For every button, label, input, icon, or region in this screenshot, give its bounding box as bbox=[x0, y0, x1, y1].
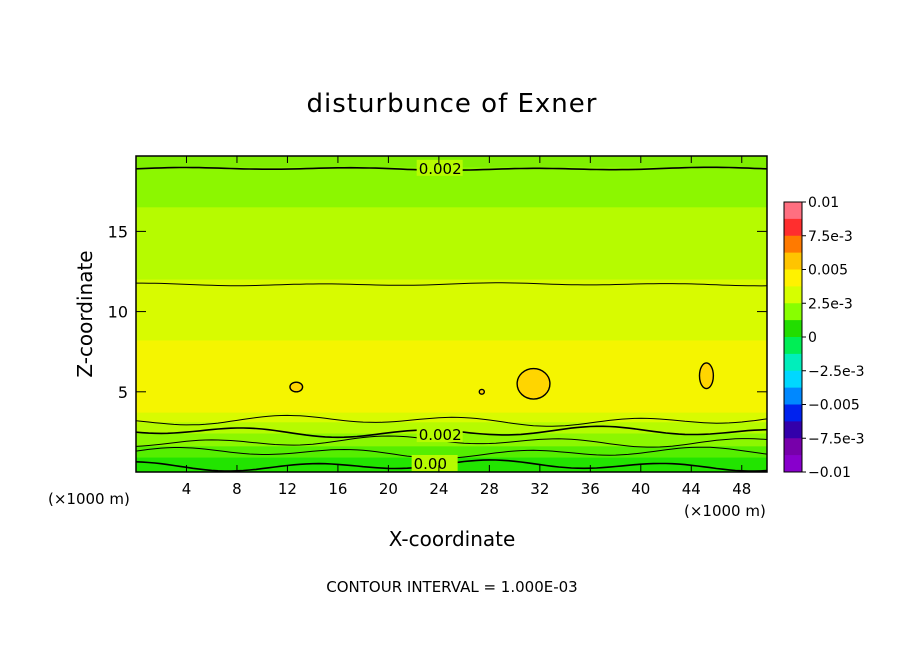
contour-band-3 bbox=[136, 279, 767, 341]
x-tick-label-8: 36 bbox=[581, 480, 600, 498]
colorbar-swatch-5 bbox=[784, 286, 802, 304]
colorbar-swatch-13 bbox=[784, 421, 802, 439]
contour-band-4 bbox=[136, 340, 767, 414]
contour-label-1: 0.002 bbox=[419, 426, 462, 444]
colorbar-label-2: 0.005 bbox=[808, 263, 848, 279]
colorbar-label-3: 2.5e-3 bbox=[808, 296, 853, 312]
x-tick-label-4: 20 bbox=[379, 480, 398, 498]
colorbar-swatch-10 bbox=[784, 370, 802, 389]
y-tick-label-0: 5 bbox=[118, 383, 128, 402]
colorbar-swatch-15 bbox=[784, 455, 802, 473]
contour-line-2 bbox=[135, 414, 768, 427]
y-axis-ticks: 5 10 15 bbox=[108, 222, 767, 402]
x-tick-label-6: 28 bbox=[480, 480, 499, 498]
colorbar: 0.01 7.5e-3 0.005 2.5e-3 0 −2.5e-3 −0.005 −7.5e… bbox=[783, 195, 865, 481]
colorbar-swatch-1 bbox=[784, 218, 802, 237]
x-tick-label-7: 32 bbox=[530, 480, 549, 498]
colorbar-label-5: −2.5e-3 bbox=[808, 364, 865, 380]
colorbar-swatch-0 bbox=[784, 202, 802, 220]
high-cell-0 bbox=[516, 367, 551, 400]
colorbar-swatch-12 bbox=[784, 404, 802, 422]
colorbar-swatch-8 bbox=[784, 337, 802, 355]
x-tick-label-10: 44 bbox=[682, 480, 701, 498]
colorbar-label-4: 0 bbox=[808, 330, 817, 346]
y-tick-label-1: 10 bbox=[108, 303, 128, 322]
contour-line-1 bbox=[136, 282, 768, 287]
colorbar-swatch-6 bbox=[784, 303, 802, 321]
chart-title: disturbunce of Exner bbox=[307, 89, 598, 119]
contour-label-bg-2 bbox=[411, 454, 458, 471]
colorbar-label-1: 7.5e-3 bbox=[808, 229, 853, 245]
colorbar-label-0: 0.01 bbox=[808, 195, 839, 211]
y-tick-label-2: 15 bbox=[108, 222, 128, 241]
x-tick-label-9: 40 bbox=[631, 480, 650, 498]
colorbar-swatch-3 bbox=[784, 252, 802, 270]
contour-label-2: 0.00 bbox=[414, 455, 447, 473]
high-cell-3 bbox=[478, 388, 486, 395]
plot-frame bbox=[135, 155, 768, 473]
x-unit-label-right: (×1000 m) bbox=[684, 502, 766, 520]
contour-label-bg-0 bbox=[416, 159, 463, 176]
colorbar-label-8: −0.01 bbox=[808, 465, 851, 481]
colorbar-swatch-7 bbox=[784, 320, 802, 338]
colorbar-swatch-14 bbox=[784, 438, 802, 456]
colorbar-swatch-11 bbox=[784, 387, 802, 405]
contour-band-2 bbox=[136, 207, 767, 281]
x-tick-label-5: 24 bbox=[429, 480, 448, 498]
high-cell-2 bbox=[289, 381, 304, 393]
y-axis-label: Z-coordinate bbox=[73, 250, 97, 377]
x-tick-label-1: 8 bbox=[232, 480, 242, 498]
x-axis-ticks: 4 8 12 16 20 24 28 32 36 40 44 48 bbox=[182, 156, 751, 498]
x-axis-label: X-coordinate bbox=[389, 527, 516, 551]
colorbar-swatch-4 bbox=[784, 269, 802, 287]
colorbar-label-6: −0.005 bbox=[808, 398, 860, 414]
colorbar-swatch-9 bbox=[784, 353, 802, 372]
x-tick-label-0: 4 bbox=[182, 480, 192, 498]
contour-label-0: 0.002 bbox=[419, 160, 462, 178]
contour-label-bg-1 bbox=[416, 426, 463, 443]
x-tick-label-2: 12 bbox=[278, 480, 297, 498]
contour-interval-footer: CONTOUR INTERVAL = 1.000E-03 bbox=[326, 578, 577, 596]
high-cell-1 bbox=[698, 362, 715, 390]
colorbar-swatch-2 bbox=[784, 235, 802, 254]
colorbar-label-7: −7.5e-3 bbox=[808, 431, 865, 447]
contour-band-8 bbox=[136, 446, 767, 459]
plot-area bbox=[136, 156, 767, 473]
x-tick-label-3: 16 bbox=[328, 480, 347, 498]
x-tick-label-11: 48 bbox=[732, 480, 751, 498]
x-unit-label-left: (×1000 m) bbox=[48, 490, 130, 508]
